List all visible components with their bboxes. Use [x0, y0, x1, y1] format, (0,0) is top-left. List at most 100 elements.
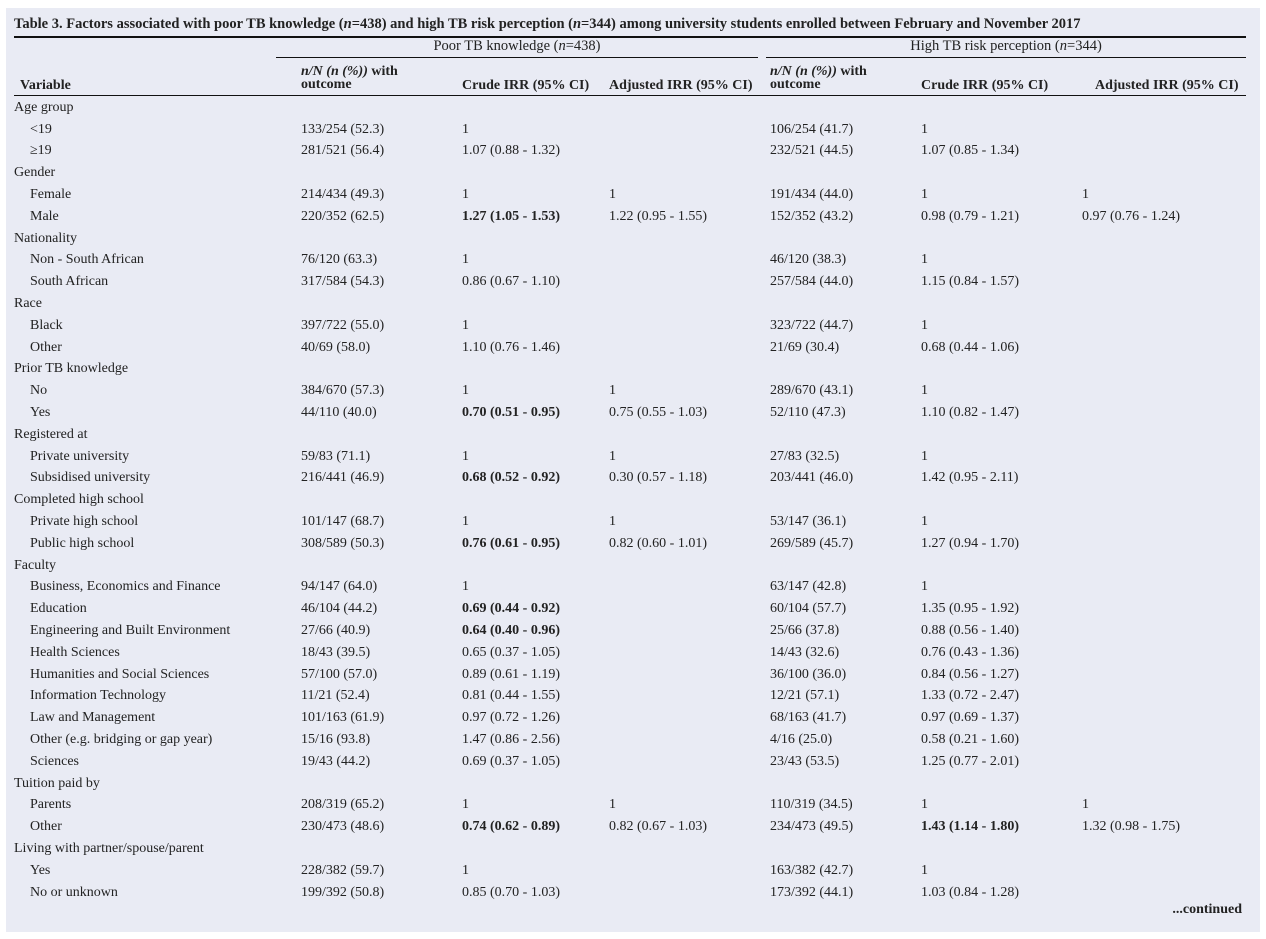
empty-cell	[1082, 489, 1246, 511]
empty-cell	[921, 162, 1082, 184]
poor-knowledge-crude-irr: 1	[462, 448, 469, 464]
category-label: Living with partner/spouse/parent	[14, 840, 204, 856]
empty-cell	[609, 489, 770, 511]
category-label: Race	[14, 296, 42, 312]
poor-knowledge-crude-irr: 1	[462, 252, 469, 268]
poor-knowledge-count: 199/392 (50.8)	[301, 884, 385, 900]
category-label: Completed high school	[14, 492, 144, 508]
poor-knowledge-adjusted-irr: 0.75 (0.55 - 1.03)	[609, 405, 707, 421]
empty-cell	[1082, 228, 1246, 250]
empty-cell	[921, 838, 1082, 860]
high-risk-adjusted-irr	[1082, 664, 1246, 686]
high-risk-adjusted-irr: 1.32 (0.98 - 1.75)	[1082, 819, 1180, 835]
poor-knowledge-crude-irr: 1	[462, 383, 469, 399]
variable-label: Female	[30, 187, 72, 203]
poor-knowledge-count: 40/69 (58.0)	[301, 339, 371, 355]
table-row: Male 220/352 (62.5) 1.27 (1.05 - 1.53) 1.22…	[14, 206, 1246, 228]
high-risk-crude-irr: 0.58 (0.21 - 1.60)	[921, 732, 1019, 747]
variable-label: Other	[30, 819, 62, 835]
empty-cell	[609, 424, 770, 446]
poor-knowledge-adjusted-irr	[609, 250, 770, 272]
high-risk-count: 163/382 (42.7)	[770, 862, 854, 878]
empty-cell	[921, 489, 1082, 511]
empty-cell	[609, 162, 770, 184]
poor-knowledge-count: 216/441 (46.9)	[301, 470, 385, 486]
high-risk-crude-irr: 0.84 (0.56 - 1.27)	[921, 666, 1019, 682]
variable-label: Business, Economics and Finance	[30, 579, 221, 595]
high-risk-adjusted-irr	[1082, 686, 1246, 708]
poor-knowledge-crude-irr: 0.89 (0.61 - 1.19)	[462, 666, 560, 682]
variable-label: No or unknown	[30, 884, 118, 900]
poor-knowledge-count: 230/473 (48.6)	[301, 819, 385, 835]
empty-cell	[921, 555, 1082, 577]
poor-knowledge-count: 317/584 (54.3)	[301, 274, 385, 290]
group-header-poor-knowledge: Poor TB knowledge (n=438)	[433, 38, 601, 54]
header-rule	[14, 95, 1246, 97]
high-risk-crude-irr: 1.03 (0.84 - 1.28)	[921, 884, 1019, 900]
poor-knowledge-crude-irr: 1.47 (0.86 - 2.56)	[462, 732, 560, 747]
col-header-crude-poor: Crude IRR (95% CI)	[462, 78, 590, 93]
empty-cell	[301, 228, 462, 250]
top-rule	[14, 36, 1246, 38]
high-risk-adjusted-irr	[1082, 119, 1246, 141]
high-risk-count: 203/441 (46.0)	[770, 470, 854, 486]
high-risk-adjusted-irr: 0.97 (0.76 - 1.24)	[1082, 208, 1180, 224]
category-row: Race	[14, 293, 1246, 315]
poor-knowledge-crude-irr: 0.68 (0.52 - 0.92)	[462, 470, 560, 486]
table-row: Parents 208/319 (65.2) 1 1 110/319 (34.5) 1 1	[14, 795, 1246, 817]
variable-label: Information Technology	[30, 688, 167, 704]
variable-label: Yes	[30, 862, 51, 878]
table-row: Business, Economics and Finance 94/147 (6…	[14, 577, 1246, 599]
poor-knowledge-count: 133/254 (52.3)	[301, 121, 385, 137]
table-row: Yes 228/382 (59.7) 1 163/382 (42.7) 1	[14, 860, 1246, 882]
poor-knowledge-adjusted-irr: 1	[609, 514, 616, 530]
empty-cell	[770, 293, 921, 315]
high-risk-count: 46/120 (38.3)	[770, 252, 847, 268]
col-header-nN-high: n/N (n (%)) with outcome	[770, 64, 867, 92]
table-row: Female 214/434 (49.3) 1 1 191/434 (44.0) 1 1	[14, 184, 1246, 206]
high-risk-adjusted-irr	[1082, 598, 1246, 620]
table-row: Information Technology 11/21 (52.4) 0.81 (…	[14, 686, 1246, 708]
empty-cell	[301, 555, 462, 577]
poor-knowledge-adjusted-irr	[609, 664, 770, 686]
variable-label: Private high school	[30, 514, 139, 530]
table-panel	[6, 8, 1260, 932]
high-risk-count: 110/319 (34.5)	[770, 797, 853, 813]
empty-cell	[462, 97, 609, 119]
variable-label: Private university	[30, 448, 130, 464]
table-row: ≥19 281/521 (56.4) 1.07 (0.88 - 1.32) 232/5…	[14, 141, 1246, 163]
category-row: Registered at	[14, 424, 1246, 446]
poor-knowledge-adjusted-irr: 0.82 (0.67 - 1.03)	[609, 819, 707, 835]
high-risk-crude-irr: 1	[921, 187, 928, 203]
empty-cell	[921, 359, 1082, 381]
table-row: No or unknown 199/392 (50.8) 0.85 (0.70 - …	[14, 882, 1246, 904]
variable-label: Non - South African	[30, 252, 144, 268]
variable-label: No	[30, 383, 48, 399]
empty-cell	[609, 97, 770, 119]
high-risk-adjusted-irr	[1082, 511, 1246, 533]
empty-cell	[462, 228, 609, 250]
poor-knowledge-crude-irr: 0.69 (0.37 - 1.05)	[462, 753, 560, 769]
table-row: Sciences 19/43 (44.2) 0.69 (0.37 - 1.05) 23…	[14, 751, 1246, 773]
poor-knowledge-count: 101/147 (68.7)	[301, 514, 385, 530]
high-risk-crude-irr: 1	[921, 317, 928, 333]
poor-knowledge-crude-irr: 1	[462, 797, 469, 813]
category-row: Living with partner/spouse/parent	[14, 838, 1246, 860]
high-risk-crude-irr: 1.10 (0.82 - 1.47)	[921, 405, 1019, 421]
high-risk-crude-irr: 1	[921, 862, 928, 878]
continued-note: ...continued	[1172, 902, 1242, 917]
poor-knowledge-adjusted-irr	[609, 729, 770, 751]
high-risk-adjusted-irr	[1082, 250, 1246, 272]
variable-label: Male	[30, 208, 59, 224]
poor-knowledge-count: 18/43 (39.5)	[301, 644, 371, 660]
table-body: Age group <19 133/254 (52.3) 1 106/254 (41.7…	[14, 97, 1246, 903]
high-risk-adjusted-irr	[1082, 707, 1246, 729]
poor-knowledge-adjusted-irr: 1.22 (0.95 - 1.55)	[609, 208, 707, 224]
empty-cell	[301, 773, 462, 795]
high-risk-count: 27/83 (32.5)	[770, 448, 840, 464]
poor-knowledge-crude-irr: 0.74 (0.62 - 0.89)	[462, 819, 560, 835]
poor-knowledge-adjusted-irr	[609, 119, 770, 141]
category-label: Prior TB knowledge	[14, 361, 129, 377]
empty-cell	[770, 359, 921, 381]
category-row: Completed high school	[14, 489, 1246, 511]
